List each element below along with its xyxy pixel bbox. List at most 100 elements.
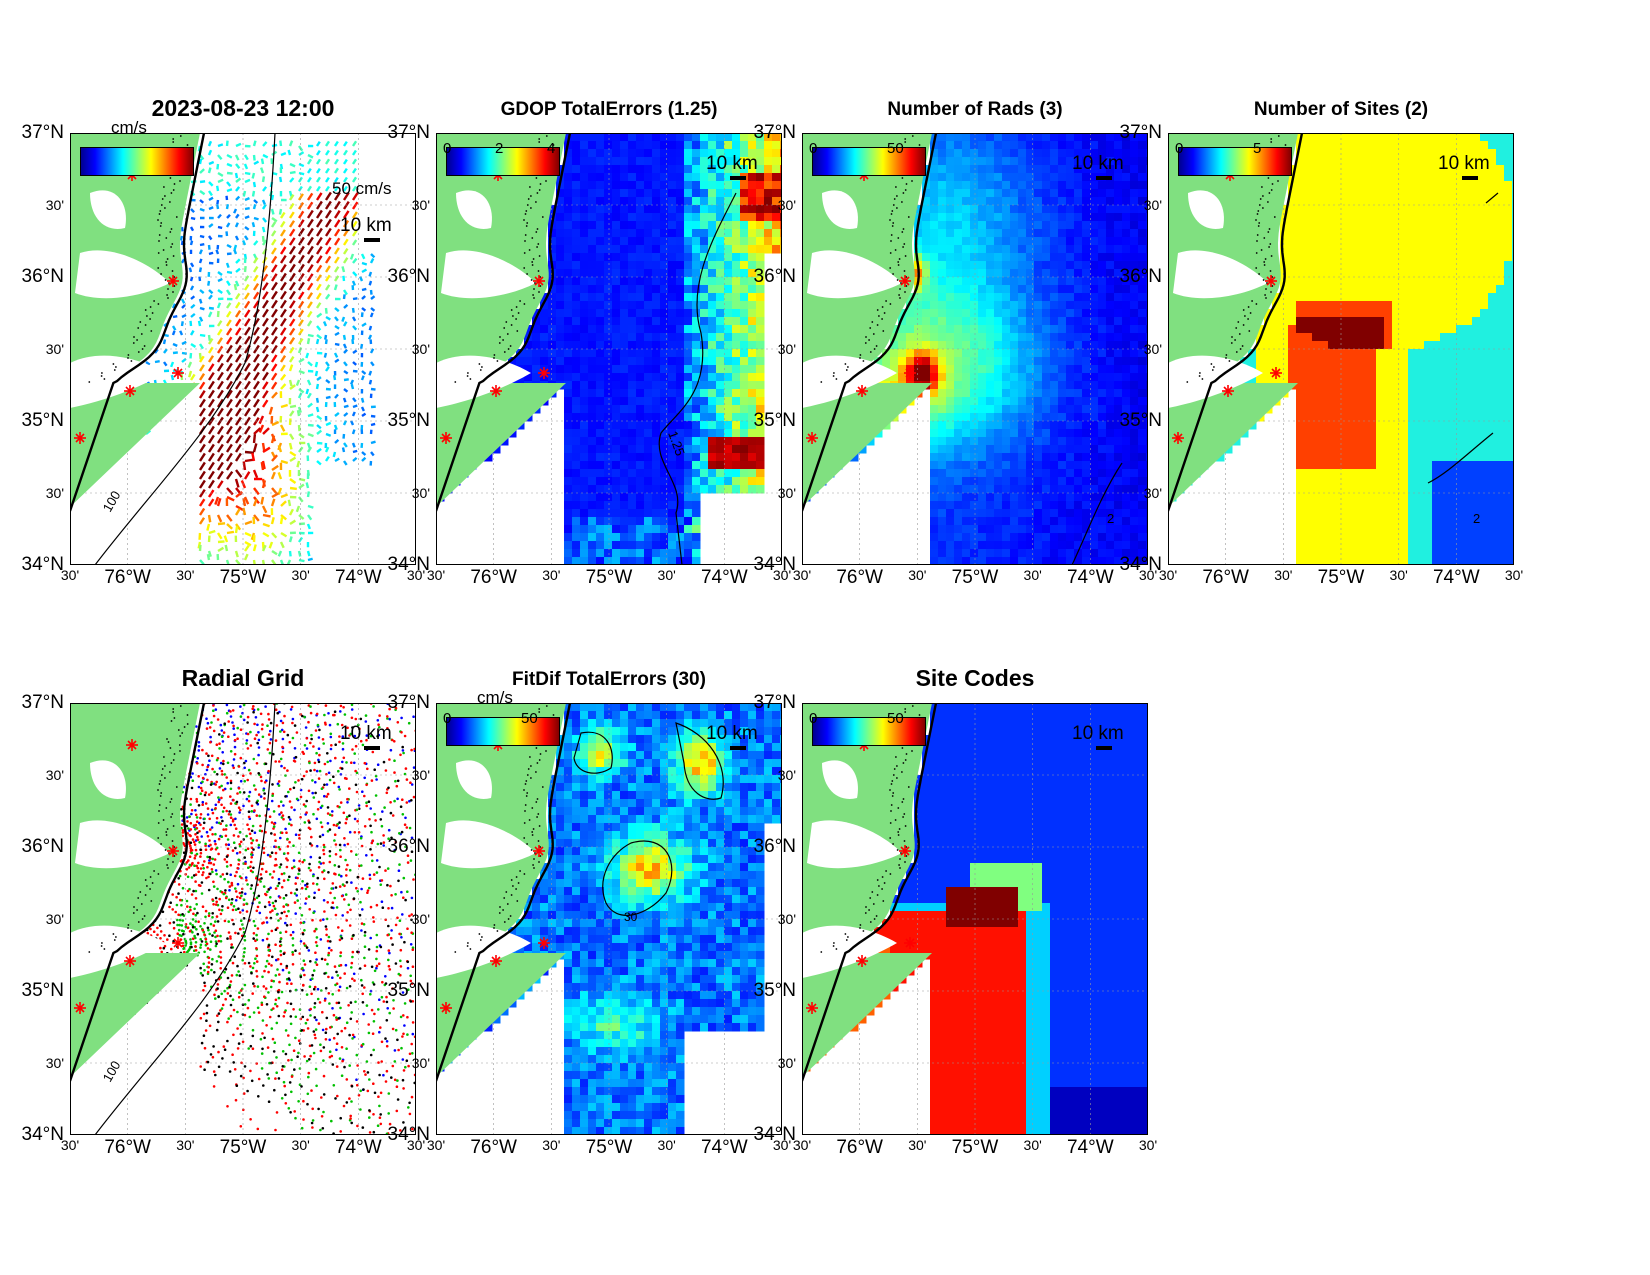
radar-site-marker <box>167 275 179 287</box>
raster-cell <box>524 341 533 350</box>
current-vector <box>314 370 319 377</box>
raster-cell <box>652 133 661 142</box>
radar-site-marker <box>856 385 868 397</box>
current-vector <box>234 301 241 309</box>
raster-cell <box>756 357 765 366</box>
raster-cell <box>962 197 971 206</box>
raster-cell <box>994 469 1003 478</box>
raster-cell <box>1464 189 1473 198</box>
raster-cell <box>1050 285 1059 294</box>
raster-cell <box>962 349 971 358</box>
coast-detail <box>503 327 506 329</box>
coastline <box>70 133 206 512</box>
current-vector <box>343 388 349 393</box>
raster-cell <box>1082 373 1091 382</box>
raster-cell <box>1122 381 1131 390</box>
raster-cell <box>994 181 1003 190</box>
x-tick-label: 74°W <box>334 567 382 588</box>
current-vector <box>261 308 269 318</box>
raster-cell <box>1058 365 1067 374</box>
raster-cell <box>1066 509 1075 518</box>
raster-cell <box>1106 237 1115 246</box>
raster-cell <box>660 349 669 358</box>
coast-detail <box>157 252 160 254</box>
raster-cell <box>1146 357 1148 366</box>
raster-cell <box>612 309 621 318</box>
raster-cell <box>946 429 955 438</box>
raster-cell <box>1130 389 1139 398</box>
raster-cell <box>660 381 669 390</box>
raster-cell <box>1114 373 1123 382</box>
current-vector <box>289 456 297 463</box>
raster-cell <box>1138 429 1147 438</box>
raster-cell <box>1464 157 1473 166</box>
current-vector <box>324 255 332 264</box>
raster-cell <box>978 341 987 350</box>
raster-cell <box>724 469 733 478</box>
raster-cell <box>1066 229 1075 238</box>
raster-cell <box>946 285 955 294</box>
raster-cell <box>564 293 573 302</box>
raster-cell <box>970 525 979 534</box>
current-vector <box>234 425 242 435</box>
raster-cell <box>620 533 629 542</box>
coast-detail <box>896 279 899 281</box>
raster-cell <box>954 245 963 254</box>
raster-cell <box>1376 189 1385 198</box>
raster-cell <box>692 445 701 454</box>
raster-cell <box>1034 157 1043 166</box>
raster-cell <box>1448 165 1457 174</box>
y-tick-label: 30' <box>777 485 796 501</box>
raster-cell <box>1114 277 1123 286</box>
raster-cell <box>1010 253 1019 262</box>
raster-cell <box>930 285 939 294</box>
raster-cell <box>978 141 987 150</box>
current-vector <box>234 222 239 228</box>
raster-cell <box>1010 261 1019 270</box>
raster-cell <box>1042 253 1051 262</box>
current-vector <box>305 388 310 395</box>
raster-cell <box>1074 181 1083 190</box>
current-vector <box>368 325 373 331</box>
raster-cell <box>748 293 757 302</box>
raster-cell <box>668 165 677 174</box>
raster-cell <box>1456 213 1465 222</box>
raster-cell <box>644 293 653 302</box>
current-vector <box>180 298 186 304</box>
raster-cell <box>1026 181 1035 190</box>
raster-cell <box>1050 437 1059 446</box>
current-vector <box>333 191 341 201</box>
raster-cell <box>612 221 621 230</box>
raster-cell <box>644 381 653 390</box>
raster-cell <box>994 309 1003 318</box>
coast-detail <box>534 282 536 284</box>
raster-cell <box>620 517 629 526</box>
raster-cell <box>1082 141 1091 150</box>
raster-cell <box>1106 261 1115 270</box>
raster-cell <box>692 229 701 238</box>
raster-cell <box>1480 173 1489 182</box>
current-vector <box>234 389 242 399</box>
current-vector <box>217 289 223 294</box>
current-vector <box>324 334 328 340</box>
raster-cell <box>1344 221 1353 230</box>
raster-cell <box>1034 525 1043 534</box>
raster-cell <box>962 333 971 342</box>
raster-cell <box>1464 197 1473 206</box>
raster-cell <box>596 325 605 334</box>
raster-cell <box>1122 557 1131 565</box>
raster-cell <box>986 437 995 446</box>
raster-cell <box>612 197 621 206</box>
raster-cell <box>620 349 629 358</box>
raster-cell <box>564 413 573 422</box>
raster-cell <box>580 181 589 190</box>
current-vector <box>216 354 224 363</box>
raster-cell <box>572 205 581 214</box>
current-vector <box>261 460 266 470</box>
raster-cell <box>724 229 733 238</box>
raster-cell <box>994 549 1003 558</box>
current-vector <box>207 425 215 435</box>
current-vector <box>270 194 275 201</box>
raster-cell <box>1074 261 1083 270</box>
raster-cell <box>644 165 653 174</box>
